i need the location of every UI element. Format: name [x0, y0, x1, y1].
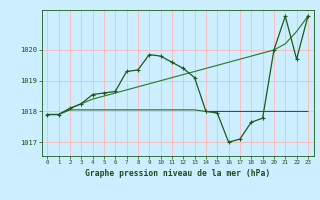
- X-axis label: Graphe pression niveau de la mer (hPa): Graphe pression niveau de la mer (hPa): [85, 169, 270, 178]
